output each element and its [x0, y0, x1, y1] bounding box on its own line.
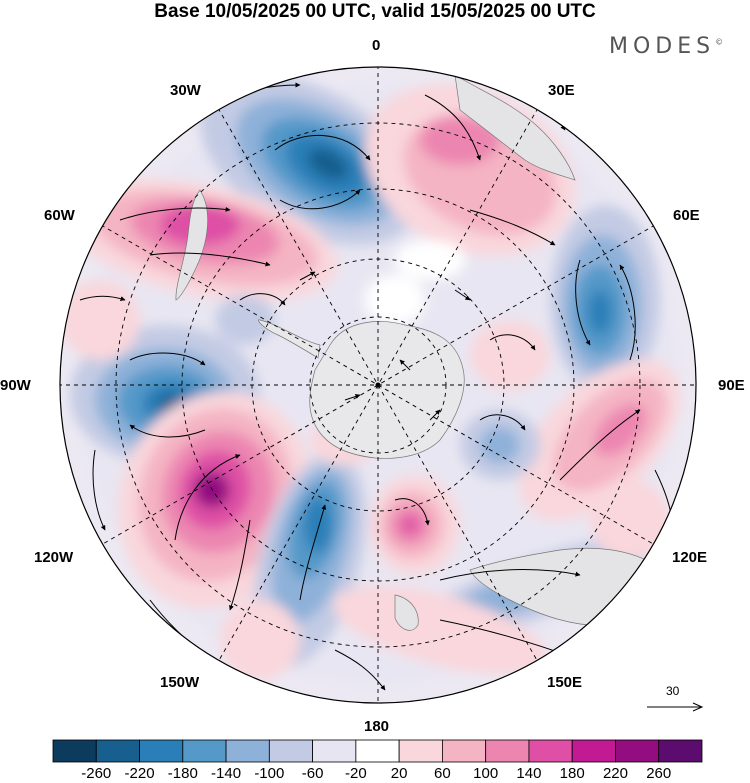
colorbar-tick-label: 180 [559, 765, 585, 782]
wind-vector [575, 259, 591, 346]
lon-label-120e: 120E [672, 549, 708, 566]
lon-label-150w: 150W [160, 674, 200, 691]
wind-vector [149, 252, 271, 267]
wind-vector [489, 334, 536, 351]
colorbar-tick-label: -180 [167, 765, 198, 782]
colorbar-tick-label: -100 [254, 765, 285, 782]
map-border [59, 66, 697, 704]
brand-logo: MODES© [609, 34, 723, 59]
colorbar-bin [268, 739, 314, 763]
wind-vector [479, 414, 526, 431]
colorbar-bin [225, 739, 270, 763]
colorbar-tick-label: 100 [473, 765, 499, 782]
lon-label-90e: 90E [718, 377, 745, 394]
lon-label-0: 0 [372, 37, 381, 54]
colorbar-tick-label: -260 [81, 765, 112, 782]
lon-label-150e: 150E [547, 674, 583, 691]
wind-vector [129, 424, 206, 438]
wind-vector [92, 449, 106, 531]
wind-vector [399, 359, 411, 371]
colorbar-bin [441, 739, 487, 763]
wind-vector [79, 295, 126, 301]
colorbar-bin [485, 739, 530, 763]
colorbar-bin [355, 739, 400, 763]
wind-vector [299, 271, 316, 281]
wind-vector [439, 569, 581, 581]
colorbar-bin [182, 739, 227, 763]
wind-vector [559, 409, 641, 481]
wind-vector [274, 134, 371, 161]
antarctic-peninsula [258, 319, 321, 359]
wind-vector [129, 352, 206, 366]
wind-vector [229, 519, 251, 611]
wind-vector [239, 293, 286, 306]
lon-label-120w: 120W [34, 549, 74, 566]
wind-vector [119, 206, 231, 221]
colorbar [52, 739, 703, 763]
colorbar-tick-label: 20 [390, 765, 408, 782]
lon-label-90w: 90W [0, 377, 31, 394]
wind-vector [429, 409, 441, 421]
reference-vector-arrow [647, 702, 704, 712]
colorbar-bin [52, 739, 97, 763]
polar-map [59, 66, 697, 704]
colorbar-tick-label: -20 [345, 765, 367, 782]
wind-vector [394, 498, 430, 526]
wind-vector [454, 289, 471, 301]
colorbar-tick-label: -140 [211, 765, 242, 782]
colorbar-bin [528, 739, 573, 763]
colorbar-tick-label: 260 [646, 765, 672, 782]
colorbar-tick-label: -60 [301, 765, 324, 782]
wind-vector [424, 94, 481, 161]
colorbar-tick-label: 220 [602, 765, 628, 782]
colorbar-bin [571, 739, 616, 763]
anomaly-field [60, 67, 696, 703]
lon-label-60w: 60W [44, 207, 75, 224]
colorbar-bin [95, 739, 140, 763]
wind-vector [279, 189, 361, 210]
reference-vector-label: 30 [666, 684, 680, 698]
wind-vector [299, 504, 327, 601]
lon-label-30w: 30W [170, 82, 201, 99]
lon-label-180: 180 [364, 718, 390, 735]
colorbar-tick-label: 60 [434, 765, 451, 782]
colorbar-bin [312, 739, 357, 763]
colorbar-tick-label: -220 [124, 765, 155, 782]
brand-name: MODES [609, 34, 716, 59]
colorbar-bin [658, 739, 703, 763]
wind-vector [619, 264, 636, 361]
colorbar-tick-label: 140 [516, 765, 542, 782]
colorbar-bin [398, 739, 443, 763]
colorbar-bin [139, 739, 184, 763]
new-zealand-outline [394, 594, 419, 631]
wind-vector [469, 209, 556, 246]
colorbar-bin [615, 739, 660, 763]
map-title: Base 10/05/2025 00 UTC, valid 15/05/2025… [154, 1, 596, 22]
wind-vector [174, 454, 241, 541]
wind-vector [334, 649, 386, 691]
wind-vector [344, 394, 361, 401]
graticule [60, 67, 696, 703]
lon-label-30e: 30E [548, 82, 575, 99]
south-america-outline [175, 189, 208, 301]
africa-outline [454, 74, 576, 181]
lon-label-60e: 60E [673, 207, 700, 224]
south-pole-marker [375, 382, 381, 388]
brand-mark: © [715, 37, 724, 47]
